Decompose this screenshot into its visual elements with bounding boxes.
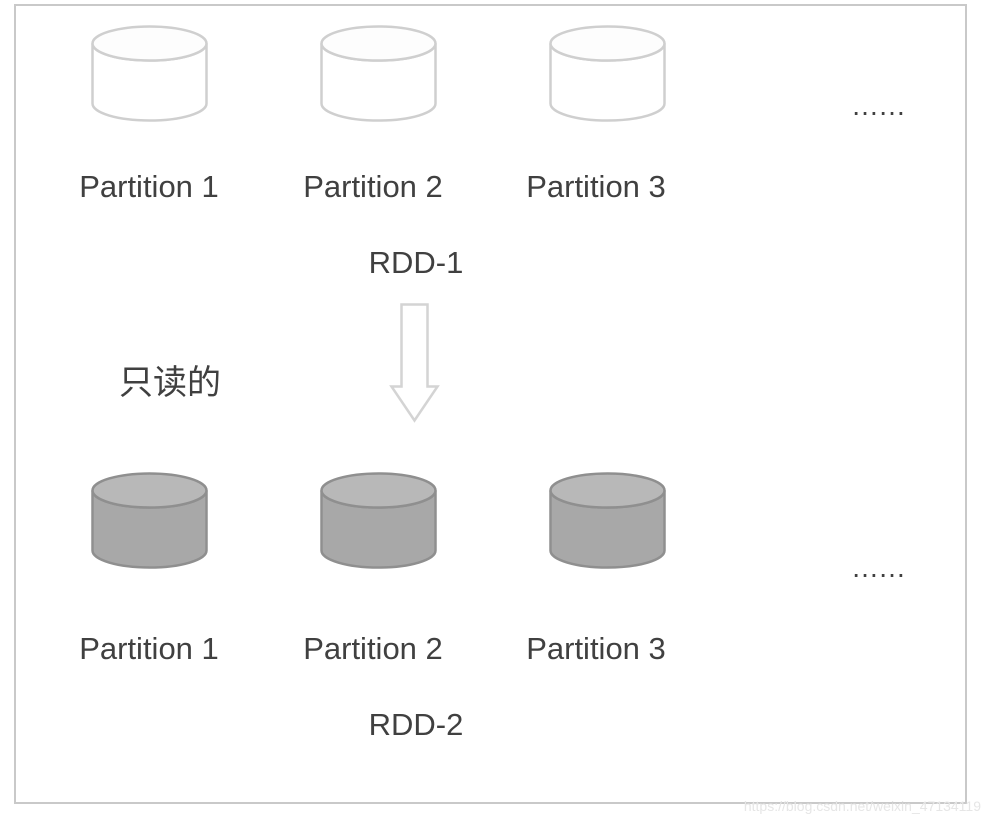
cylinder-icon [548, 24, 667, 123]
rdd1-cylinder-row [90, 24, 667, 123]
rdd2-cylinder-row [90, 471, 667, 570]
rdd1-dots: …… [851, 90, 905, 122]
rdd1-partition-3 [548, 24, 667, 123]
rdd1-partition-2 [319, 24, 438, 123]
watermark: https://blog.csdn.net/weixin_47134119 [744, 798, 981, 814]
rdd1-label: RDD-1 [356, 245, 476, 281]
cylinder-icon [90, 471, 209, 570]
rdd2-dots: …… [851, 552, 905, 584]
rdd2-partition-3 [548, 471, 667, 570]
rdd1-partition-1 [90, 24, 209, 123]
rdd2-partition-3-label: Partition 3 [506, 631, 686, 667]
rdd2-partition-1-label: Partition 1 [59, 631, 239, 667]
rdd2-label: RDD-2 [356, 707, 476, 743]
rdd1-partition-2-label: Partition 2 [283, 169, 463, 205]
rdd2-partition-2 [319, 471, 438, 570]
rdd2-partition-2-label: Partition 2 [283, 631, 463, 667]
rdd2-partition-1 [90, 471, 209, 570]
readonly-label: 只读的 [119, 355, 221, 404]
rdd1-partition-1-label: Partition 1 [59, 169, 239, 205]
arrow-down-icon [389, 302, 440, 428]
rdd1-partition-3-label: Partition 3 [506, 169, 686, 205]
cylinder-icon [548, 471, 667, 570]
cylinder-icon [90, 24, 209, 123]
diagram-canvas: Partition 1 Partition 2 Partition 3 …… R… [14, 4, 967, 804]
cylinder-icon [319, 24, 438, 123]
cylinder-icon [319, 471, 438, 570]
